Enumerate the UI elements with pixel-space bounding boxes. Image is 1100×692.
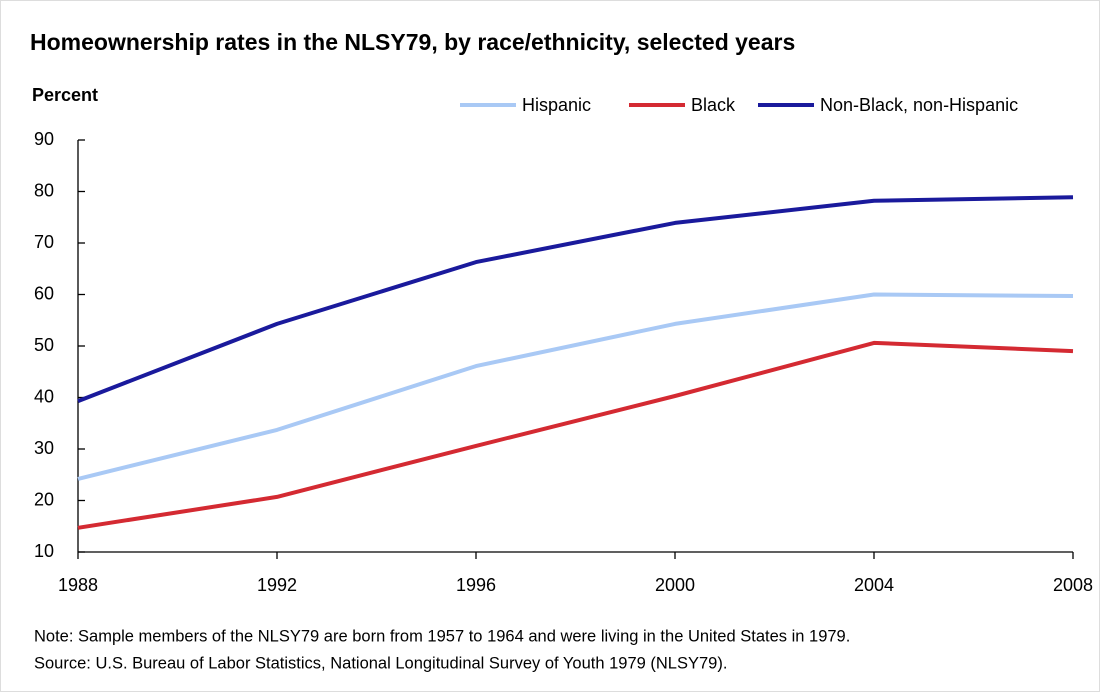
x-tick-label: 1996 <box>456 575 496 595</box>
legend-label: Non-Black, non-Hispanic <box>820 95 1018 115</box>
legend-label: Hispanic <box>522 95 591 115</box>
y-tick-label: 80 <box>34 180 54 200</box>
y-tick-label: 30 <box>34 438 54 458</box>
y-axis-label: Percent <box>32 85 98 105</box>
y-tick-label: 10 <box>34 541 54 561</box>
note: Note: Sample members of the NLSY79 are b… <box>34 627 850 645</box>
y-tick-label: 60 <box>34 283 54 303</box>
y-tick-label: 20 <box>34 489 54 509</box>
x-tick-label: 2004 <box>854 575 894 595</box>
series-line <box>77 292 1074 481</box>
x-tick-label: 1988 <box>58 575 98 595</box>
x-tick-label: 2008 <box>1053 575 1093 595</box>
source: Source: U.S. Bureau of Labor Statistics,… <box>34 654 727 672</box>
y-tick-label: 50 <box>34 335 54 355</box>
series-line <box>77 340 1074 530</box>
y-tick-label: 40 <box>34 386 54 406</box>
legend-label: Black <box>691 95 736 115</box>
series-line <box>77 195 1074 403</box>
y-tick-label: 90 <box>34 129 54 149</box>
x-tick-label: 2000 <box>655 575 695 595</box>
chart-title: Homeownership rates in the NLSY79, by ra… <box>30 29 795 55</box>
y-tick-label: 70 <box>34 232 54 252</box>
x-tick-label: 1992 <box>257 575 297 595</box>
